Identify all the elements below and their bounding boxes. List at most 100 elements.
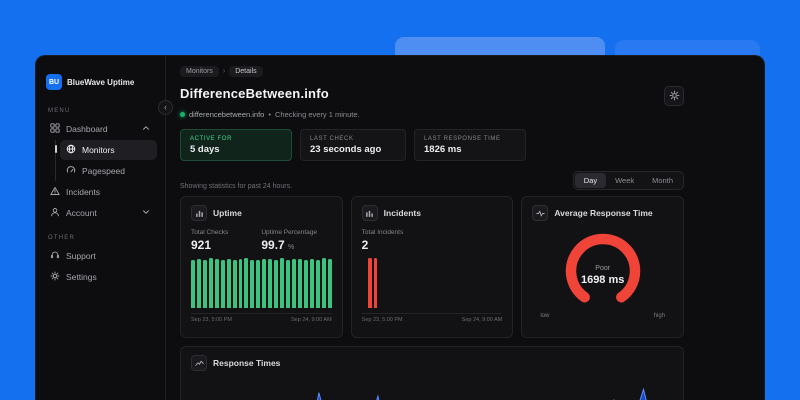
gauge-high-label: high [653, 313, 666, 319]
metric-label: Uptime Percentage [261, 229, 317, 236]
sidebar-item-label: Support [66, 251, 96, 261]
stat-card-active-for: ACTIVE FOR 5 days [180, 129, 292, 161]
title-row: DifferenceBetween.info [180, 86, 684, 106]
gauge-status-label: Poor [595, 265, 611, 272]
stat-label: LAST RESPONSE TIME [424, 135, 501, 142]
uptime-card: Uptime Total Checks 921 Uptime Percentag… [180, 196, 343, 338]
app-window: BU BlueWave Uptime ‹ MENU Dashboard Moni… [35, 55, 765, 400]
sidebar-item-pagespeed[interactable]: Pagespeed [60, 161, 157, 181]
incidents-x-axis: Sep 23, 5:00 PM Sep 24, 9:00 AM [361, 313, 503, 323]
menu-section-label: MENU [48, 108, 71, 114]
axis-tick-end: Sep 24, 9:00 AM [291, 317, 332, 323]
sidebar-item-monitors[interactable]: Monitors [55, 140, 157, 160]
uptime-bar-chart [191, 258, 332, 308]
breadcrumb-monitors[interactable]: Monitors [180, 66, 219, 77]
monitor-host: differencebetween.info [189, 110, 265, 119]
metric-unit: % [288, 244, 295, 251]
stat-value: 23 seconds ago [310, 143, 382, 155]
incidents-chart-icon [361, 205, 378, 221]
stat-value: 1826 ms [424, 143, 462, 155]
status-up-dot [180, 112, 185, 117]
alert-triangle-icon [50, 186, 60, 198]
gear-icon [669, 89, 680, 104]
range-day-button[interactable]: Day [574, 173, 607, 188]
other-section-label: OTHER [48, 235, 75, 241]
total-incidents-metric: Total Incidents 2 [362, 229, 503, 252]
charts-row: Uptime Total Checks 921 Uptime Percentag… [180, 196, 685, 338]
uptime-percentage-metric: Uptime Percentage 99.7 % [261, 229, 331, 252]
bar-chart-icon [191, 205, 207, 221]
incidents-card: Incidents Total Incidents 2 Sep 23, 5:00… [350, 196, 514, 338]
chevron-left-icon: ‹ [164, 102, 167, 112]
sidebar-collapse-button[interactable]: ‹ [158, 100, 173, 115]
stat-card-last-response-time: LAST RESPONSE TIME 1826 ms [414, 129, 526, 161]
sidebar-item-label: Account [66, 208, 97, 218]
user-icon [50, 207, 60, 219]
gear-icon [50, 271, 60, 283]
sidebar-item-dashboard[interactable]: Dashboard [44, 119, 157, 139]
stats-row: ACTIVE FOR 5 days LAST CHECK 23 seconds … [180, 129, 684, 161]
gauge-value: 1698 ms [580, 274, 625, 286]
dashboard-icon [50, 123, 60, 135]
response-time-gauge: Poor 1698 ms low high [532, 225, 673, 325]
incidents-card-header: Incidents [361, 205, 503, 221]
breadcrumb-separator: › [222, 68, 226, 75]
sidebar: BU BlueWave Uptime ‹ MENU Dashboard Moni… [36, 56, 173, 400]
range-week-button[interactable]: Week [606, 173, 643, 188]
axis-tick-start: Sep 23, 5:00 PM [361, 317, 403, 323]
card-title: Average Response Time [554, 208, 653, 218]
active-item-indicator [55, 145, 57, 153]
brand[interactable]: BU BlueWave Uptime [44, 74, 157, 96]
sidebar-item-label: Dashboard [66, 124, 108, 134]
total-checks-metric: Total Checks 921 [191, 229, 261, 252]
stat-label: LAST CHECK [310, 135, 354, 142]
metric-value: 921 [191, 238, 212, 252]
sidebar-item-label: Monitors [82, 145, 115, 155]
gauge-arc-svg [565, 233, 640, 303]
uptime-metrics: Total Checks 921 Uptime Percentage 99.7 … [191, 229, 332, 252]
metric-label: Total Checks [191, 229, 229, 236]
uptime-card-header: Uptime [191, 205, 332, 221]
axis-tick-start: Sep 23, 5:00 PM [191, 317, 232, 323]
main-content: Monitors › Details DifferenceBetween.inf… [166, 56, 764, 400]
range-month-button[interactable]: Month [643, 173, 682, 188]
headset-icon [50, 250, 60, 262]
sidebar-item-incidents[interactable]: Incidents [44, 182, 157, 202]
card-title: Incidents [383, 208, 421, 218]
incidents-bar-chart [362, 258, 503, 308]
breadcrumb: Monitors › Details [180, 66, 684, 77]
metric-label: Total Incidents [361, 229, 404, 236]
dashboard-subitems: Monitors Pagespeed [55, 140, 157, 181]
check-interval-text: Checking every 1 minute. [274, 110, 360, 119]
sidebar-item-label: Pagespeed [82, 166, 126, 176]
stat-value: 5 days [190, 143, 220, 155]
status-separator: • [268, 110, 271, 119]
statistics-note-row: Showing statistics for past 24 hours. Da… [180, 171, 684, 190]
chevron-up-icon [141, 123, 151, 135]
chevron-down-icon [141, 207, 151, 219]
metric-value: 2 [361, 238, 369, 252]
monitor-settings-button[interactable] [664, 86, 684, 106]
gauge-card-header: Average Response Time [532, 205, 673, 221]
monitor-status-row: differencebetween.info • Checking every … [180, 110, 684, 119]
brand-logo: BU [46, 74, 62, 90]
range-toggle: Day Week Month [572, 171, 684, 190]
globe-icon [66, 144, 76, 156]
response-times-area-chart [191, 379, 673, 400]
sidebar-item-support[interactable]: Support [44, 246, 157, 266]
axis-tick-end: Sep 24, 9:00 AM [461, 317, 503, 323]
card-title: Uptime [213, 208, 242, 218]
statistics-note: Showing statistics for past 24 hours. [180, 183, 293, 190]
gauge-low-label: low [540, 313, 550, 319]
sidebar-item-label: Settings [66, 272, 97, 282]
response-times-card: Response Times [180, 346, 684, 400]
sidebar-item-account[interactable]: Account [44, 203, 157, 223]
stat-card-last-check: LAST CHECK 23 seconds ago [300, 129, 406, 161]
card-title: Response Times [213, 358, 281, 368]
breadcrumb-details[interactable]: Details [229, 66, 263, 77]
uptime-x-axis: Sep 23, 5:00 PM Sep 24, 9:00 AM [191, 313, 332, 323]
sidebar-item-settings[interactable]: Settings [44, 267, 157, 287]
average-response-time-card: Average Response Time Poor 1698 ms low h… [521, 196, 685, 338]
brand-name: BlueWave Uptime [67, 77, 135, 87]
